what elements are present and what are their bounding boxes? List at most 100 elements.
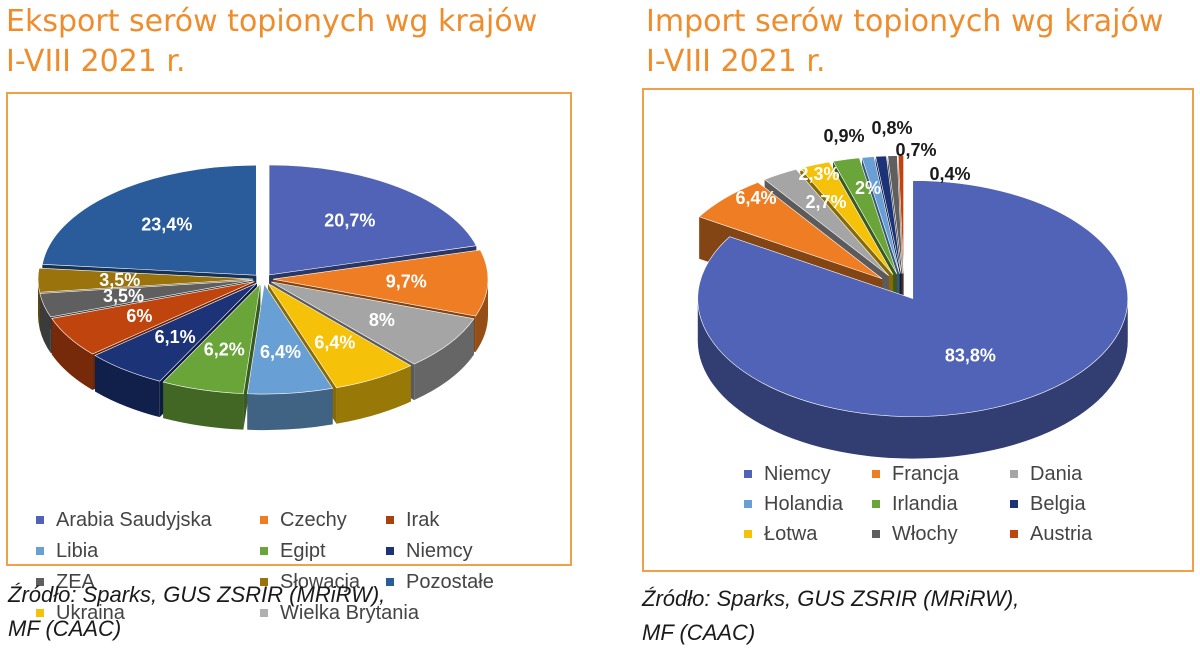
export-slice-zea: [39, 279, 254, 318]
export-slice-czechy: [272, 249, 489, 317]
import-slice-holandia: [861, 156, 900, 274]
export-legend-item-wielka-brytania: Wielka Brytania: [260, 599, 419, 627]
export-slice-side-zea: [39, 293, 51, 353]
import-legend-swatch: [872, 500, 880, 508]
export-source-note: Źródło: Sparks, GUS ZSRIR (MRiRW), MF (C…: [8, 578, 385, 646]
export-source-line2: MF (CAAC): [8, 616, 122, 641]
export-slice-ukraina: [267, 283, 412, 389]
import-pie-chart: 83,8% 6,4% 2,7% 2,3% 2% 0,9% 0,8%0,7% 0,4%: [697, 118, 1129, 459]
export-slice-side-wielka-brytania: [414, 318, 474, 401]
export-title-line2: I-VIII 2021 r.: [6, 44, 186, 79]
import-slice-wlochy: [887, 155, 903, 274]
export-legend-swatch: [260, 516, 268, 524]
import-title-line2: I-VIII 2021 r.: [646, 44, 826, 79]
import-data-label-wlochy: 0,7%: [895, 140, 936, 160]
import-slice-irlandia: [832, 157, 898, 275]
import-legend-swatch: [872, 530, 880, 538]
export-legend-item-arabia-saudyjska: Arabia Saudyjska: [36, 506, 260, 534]
export-legend-swatch: [36, 578, 44, 586]
export-slice-side-irak: [51, 318, 93, 391]
export-slice-arabia-saudyjska: [268, 164, 477, 276]
export-legend-label: Wielka Brytania: [280, 602, 419, 624]
export-legend-swatch: [260, 578, 268, 586]
export-legend-label: Irak: [406, 509, 440, 531]
import-legend-label: Dania: [1030, 463, 1083, 485]
export-legend-item-egipt: Egipt: [260, 537, 386, 565]
export-legend-label: ZEA: [56, 571, 95, 593]
export-legend-swatch: [386, 578, 394, 586]
import-chart-title: Import serów topionych wg krajów I-VIII …: [646, 2, 1163, 82]
export-slice-side-ukraina: [336, 365, 411, 424]
export-data-label-pozostale: 23,4%: [141, 215, 192, 235]
export-slice-egipt: [162, 283, 261, 394]
export-legend-label: Arabia Saudyjska: [56, 509, 212, 531]
export-data-label-egipt: 6,2%: [204, 340, 245, 360]
export-chart-title: Eksport serów topionych wg krajów I-VIII…: [6, 2, 537, 82]
export-legend-swatch: [36, 516, 44, 524]
import-legend-label: Niemcy: [764, 463, 831, 485]
import-legend-item-belgia: Belgia: [1010, 490, 1130, 518]
export-legend-swatch: [260, 609, 268, 617]
export-legend-item-niemcy: Niemcy: [386, 537, 536, 565]
import-data-label-lotwa: 2,3%: [798, 164, 839, 184]
export-legend-item-ukraina: Ukraina: [36, 599, 260, 627]
export-panel: Eksport serów topionych wg krajów I-VIII…: [0, 0, 580, 654]
import-data-label-irlandia: 2%: [855, 178, 881, 198]
import-title-line1: Import serów topionych wg krajów: [646, 4, 1164, 39]
export-slice-side-czechy: [475, 279, 488, 352]
export-legend-item-slowacja: Słowacja: [260, 568, 386, 596]
export-slice-side-niemcy: [95, 355, 160, 418]
import-legend-swatch: [872, 470, 880, 478]
export-legend-label: Ukraina: [56, 602, 125, 624]
import-slice-lotwa: [799, 161, 894, 275]
import-legend-swatch: [744, 500, 752, 508]
export-legend-label: Czechy: [280, 509, 347, 531]
export-data-label-wielka-brytania: 8%: [369, 310, 395, 330]
export-data-label-niemcy: 6,1%: [155, 327, 196, 347]
import-legend-label: Łotwa: [764, 523, 818, 545]
import-slice-belgia: [875, 155, 902, 274]
import-legend-item-holandia: Holandia: [744, 490, 872, 518]
export-title-line1: Eksport serów topionych wg krajów: [6, 4, 538, 39]
import-legend-label: Austria: [1030, 523, 1093, 545]
import-data-label-dania: 2,7%: [805, 192, 846, 212]
import-slice-austria: [897, 155, 904, 274]
import-legend-swatch: [744, 470, 752, 478]
import-legend-item-dania: Dania: [1010, 460, 1130, 488]
export-data-label-arabia-saudyjska: 20,7%: [324, 211, 375, 231]
export-data-label-zea: 3,5%: [103, 286, 144, 306]
import-chart-frame: 83,8% 6,4% 2,7% 2,3% 2% 0,9% 0,8% 0,7% 0,4% Niem…: [642, 88, 1194, 572]
export-data-label-czechy: 9,7%: [386, 272, 427, 292]
export-slice-niemcy: [94, 282, 258, 382]
import-data-label-holandia: 0,9%: [823, 126, 864, 146]
export-slice-side-egipt: [163, 382, 244, 430]
export-chart-frame: 20,7% 9,7% 8% 6,4% 6,4% 6,2% 6,1% 6% 3,5% 3,5% 23,…: [6, 92, 572, 624]
import-panel: Import serów topionych wg krajów I-VIII …: [640, 0, 1200, 654]
import-legend: Niemcy Francja Dania Holandia Irlandia Belgia…: [744, 460, 1130, 548]
export-legend-label: Egipt: [280, 540, 326, 562]
import-legend-swatch: [1010, 530, 1018, 538]
import-legend-item-wlochy: Włochy: [872, 520, 1010, 548]
import-legend-label: Holandia: [764, 493, 843, 515]
import-legend-label: Irlandia: [892, 493, 958, 515]
import-legend-label: Włochy: [892, 523, 958, 545]
import-source-line2: MF (CAAC): [642, 620, 756, 645]
import-legend-swatch: [744, 530, 752, 538]
export-slice-slowacja: [37, 267, 254, 293]
export-slice-irak: [51, 281, 255, 355]
import-data-label-austria: 0,4%: [929, 164, 970, 184]
export-legend-item-pozostale: Pozostałe: [386, 568, 536, 596]
import-data-label-niemcy: 83,8%: [945, 345, 996, 365]
export-legend-label: Słowacja: [280, 571, 361, 593]
import-legend-item-irlandia: Irlandia: [872, 490, 1010, 518]
export-legend-swatch: [386, 547, 394, 555]
import-slice-francja: [698, 182, 883, 280]
import-legend-label: Belgia: [1030, 493, 1086, 515]
import-data-label-francja: 6,4%: [735, 188, 776, 208]
import-source-note: Źródło: Sparks, GUS ZSRIR (MRiRW), MF (C…: [642, 582, 1019, 650]
import-slice-niemcy: [697, 180, 1129, 417]
import-legend-item-niemcy: Niemcy: [744, 460, 872, 488]
export-slice-wielka-brytania: [271, 281, 475, 365]
import-legend-item-lotwa: Łotwa: [744, 520, 872, 548]
import-legend-label: Francja: [892, 463, 959, 485]
